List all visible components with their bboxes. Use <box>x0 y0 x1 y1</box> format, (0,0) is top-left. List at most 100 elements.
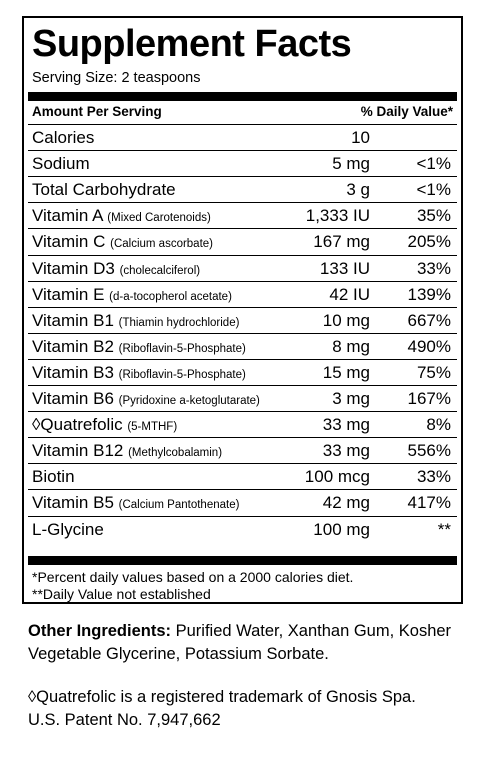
nutrient-daily-value: 33% <box>416 467 451 487</box>
nutrient-source: (5-MTHF) <box>127 421 178 434</box>
nutrient-daily-value: ** <box>437 519 451 539</box>
nutrient-source: (d-a-tocopherol acetate) <box>109 290 232 303</box>
table-row: Vitamin B2 (Riboflavin-5-Phosphate) 8 mg 4… <box>28 332 457 360</box>
table-row: Vitamin B5 (Calcium Pantothenate) 42 mg 41… <box>28 489 457 516</box>
nutrient-amount: 5 mg <box>332 154 370 174</box>
nutrient-amount: 10 mg <box>322 310 370 330</box>
table-row: L-Glycine 100 mg ** <box>28 515 457 543</box>
nutrient-daily-value: 205% <box>407 232 451 252</box>
table-row: Vitamin B6 (Pyridoxine a-ketoglutarate) 3… <box>28 385 457 412</box>
table-row: Vitamin D3 (cholecalciferol) 133 IU 33% <box>28 254 457 282</box>
table-row: Biotin 100 mcg 33% <box>28 463 457 490</box>
patent-line: U.S. Patent No. 7,947,662 <box>28 711 221 729</box>
table-row: Vitamin B3 (Riboflavin-5-Phosphate) 15 mg… <box>28 358 457 386</box>
nutrient-name: Vitamin B12 (Methylcobalamin) <box>32 441 222 463</box>
nutrient-name-main: Vitamin A <box>32 206 108 226</box>
nutrient-amount: 100 mg <box>313 519 370 539</box>
column-header: Amount Per Serving % Daily Value* <box>32 104 453 122</box>
supplement-facts-panel: Supplement Facts Serving Size: 2 teaspoo… <box>22 16 463 604</box>
nutrient-source: (Riboflavin-5-Phosphate) <box>118 368 246 381</box>
nutrient-amount: 3 mg <box>332 389 370 408</box>
thick-divider-bottom <box>28 556 457 565</box>
nutrient-name: Biotin <box>32 467 75 487</box>
table-row: Vitamin A (Mixed Carotenoids) 1,333 IU 35% <box>28 202 457 229</box>
nutrient-amount: 133 IU <box>319 258 370 278</box>
nutrient-name: Vitamin A (Mixed Carotenoids) <box>32 206 211 228</box>
nutrient-amount: 8 mg <box>332 336 370 356</box>
table-row: Total Carbohydrate 3 g <1% <box>28 176 457 203</box>
nutrient-amount: 3 g <box>346 180 370 200</box>
nutrient-source: (Methylcobalamin) <box>128 447 223 460</box>
footnote-percent: *Percent daily values based on a 2000 ca… <box>32 569 354 585</box>
nutrient-source: (Calcium ascorbate) <box>110 238 214 251</box>
nutrient-amount: 33 mg <box>322 441 370 461</box>
nutrient-source: (cholecalciferol) <box>119 264 201 277</box>
nutrient-daily-value: 139% <box>407 284 451 304</box>
table-row: Vitamin E (d-a-tocopherol acetate) 42 IU 1… <box>28 280 457 308</box>
nutrient-name: Vitamin B2 (Riboflavin-5-Phosphate) <box>32 337 246 359</box>
nutrient-daily-value: 417% <box>407 493 451 513</box>
nutrient-daily-value: 75% <box>416 362 451 382</box>
nutrient-source: (Calcium Pantothenate) <box>118 499 240 512</box>
footnote-not-established: **Daily Value not established <box>32 586 211 602</box>
nutrient-name: Vitamin B6 (Pyridoxine a-ketoglutarate) <box>32 389 260 411</box>
nutrient-name-main: Vitamin B3 <box>32 362 119 382</box>
nutrient-amount: 42 mg <box>322 493 370 513</box>
table-row: Vitamin B1 (Thiamin hydrochloride) 10 mg 6… <box>28 306 457 334</box>
nutrient-daily-value: 8% <box>426 415 451 435</box>
nutrient-daily-value: 490% <box>407 336 451 356</box>
nutrient-amount: 33 mg <box>322 415 370 435</box>
nutrient-amount: 42 IU <box>329 284 370 304</box>
nutrient-name-main: Vitamin B5 <box>32 493 119 513</box>
other-ingredients: Other Ingredients: Purified Water, Xanth… <box>28 620 468 666</box>
nutrient-name-main: Vitamin E <box>32 284 110 304</box>
nutrient-daily-value: 556% <box>407 441 451 461</box>
table-row: Sodium 5 mg <1% <box>28 150 457 177</box>
nutrient-name-main: Vitamin C <box>32 232 111 252</box>
nutrient-name: Vitamin B5 (Calcium Pantothenate) <box>32 493 239 515</box>
nutrient-daily-value: 167% <box>407 389 451 408</box>
table-row: ◊Quatrefolic (5-MTHF) 33 mg 8% <box>28 411 457 438</box>
nutrient-daily-value: 35% <box>416 206 451 226</box>
trademark-line: ◊Quatrefolic is a registered trademark o… <box>28 688 416 706</box>
nutrient-name: L-Glycine <box>32 519 104 539</box>
nutrient-source: (Thiamin hydrochloride) <box>118 316 240 329</box>
thick-divider-top <box>28 92 457 101</box>
nutrient-name: Vitamin C (Calcium ascorbate) <box>32 232 213 254</box>
nutrient-name: Vitamin B3 (Riboflavin-5-Phosphate) <box>32 363 246 385</box>
table-row: Vitamin C (Calcium ascorbate) 167 mg 205% <box>28 228 457 255</box>
nutrient-name: Vitamin B1 (Thiamin hydrochloride) <box>32 311 239 333</box>
nutrient-source: (Mixed Carotenoids) <box>107 212 211 225</box>
nutrient-name: Calories <box>32 128 95 147</box>
nutrient-daily-value: 667% <box>407 310 451 330</box>
nutrient-source: (Pyridoxine a-ketoglutarate) <box>118 395 260 407</box>
trademark-note: ◊Quatrefolic is a registered trademark o… <box>28 686 468 732</box>
nutrient-name: Total Carbohydrate <box>32 180 176 200</box>
nutrient-name-main: Vitamin B12 <box>32 441 129 461</box>
panel-title: Supplement Facts <box>32 23 352 65</box>
nutrient-name-main: Vitamin B1 <box>32 310 119 330</box>
table-row: Calories 10 <box>28 124 457 151</box>
daily-value-header: % Daily Value* <box>360 104 453 119</box>
nutrient-name-main: Vitamin B6 <box>32 389 119 408</box>
nutrient-daily-value: <1% <box>416 180 452 200</box>
nutrient-name: Vitamin E (d-a-tocopherol acetate) <box>32 285 232 307</box>
nutrient-name-main: Vitamin B2 <box>32 336 119 356</box>
nutrient-amount: 10 <box>351 128 370 147</box>
nutrient-name: Sodium <box>32 154 90 174</box>
other-ingredients-text: Purified Water, Xanthan Gum, Kosher Vege… <box>28 622 452 663</box>
nutrient-daily-value: <1% <box>416 154 452 174</box>
nutrient-name-main: Vitamin D3 <box>32 258 120 278</box>
serving-size: Serving Size: 2 teaspoons <box>32 70 201 86</box>
table-row: Vitamin B12 (Methylcobalamin) 33 mg 556% <box>28 437 457 464</box>
nutrient-name: Vitamin D3 (cholecalciferol) <box>32 259 200 281</box>
nutrient-amount: 167 mg <box>313 232 370 252</box>
nutrient-name: ◊Quatrefolic (5-MTHF) <box>32 415 177 437</box>
nutrient-source: (Riboflavin-5-Phosphate) <box>118 342 246 355</box>
nutrient-daily-value: 33% <box>416 258 451 278</box>
other-ingredients-label: Other Ingredients: <box>28 622 172 640</box>
nutrient-amount: 100 mcg <box>304 467 370 487</box>
nutrient-amount: 1,333 IU <box>305 206 370 226</box>
nutrient-amount: 15 mg <box>322 362 370 382</box>
nutrient-name-main: ◊Quatrefolic <box>32 415 128 435</box>
